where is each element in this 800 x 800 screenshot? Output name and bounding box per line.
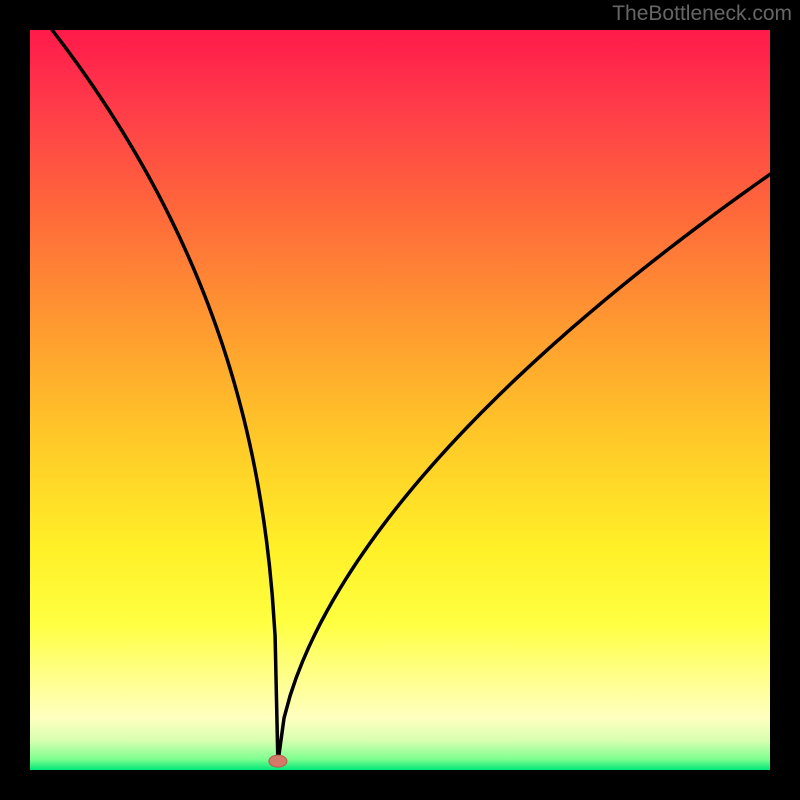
watermark-text: TheBottleneck.com [612,2,792,26]
bottleneck-curve [52,30,770,763]
optimum-marker [269,755,287,767]
plot-area [30,30,770,770]
curve-layer [30,30,770,770]
chart-container: TheBottleneck.com [0,0,800,800]
